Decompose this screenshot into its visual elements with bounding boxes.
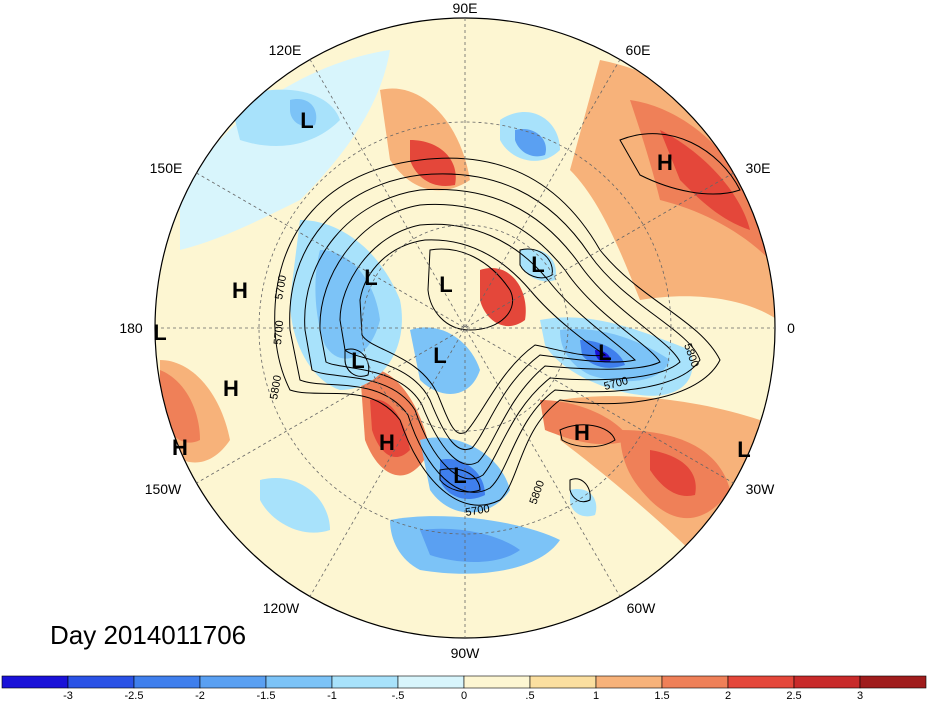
lon-label: 0 — [787, 320, 795, 336]
colorbar-swatch — [595, 675, 663, 689]
low-pressure-label: L — [433, 343, 446, 368]
colorbar-swatch — [859, 675, 927, 689]
colorbar-swatch — [529, 675, 597, 689]
colorbar-swatch — [67, 675, 135, 689]
low-pressure-label: L — [439, 272, 452, 297]
colorbar-tick-label: -2 — [195, 690, 205, 702]
high-pressure-label: H — [657, 150, 673, 175]
colorbar-ticks: -3 -2.5 -2 -1.5 -1 -.5 0 .5 1 1.5 2 2.5 3 — [63, 690, 863, 702]
lon-label: 30E — [746, 160, 771, 176]
low-pressure-label: L — [598, 340, 611, 365]
lon-label: 90W — [451, 645, 481, 661]
lon-label: 60E — [626, 42, 651, 58]
colorbar-swatch — [397, 675, 465, 689]
low-pressure-label: L — [300, 108, 313, 133]
high-pressure-label: H — [232, 278, 248, 303]
low-pressure-label: L — [364, 265, 377, 290]
colorbar-swatch — [331, 675, 399, 689]
lon-label: 120W — [263, 600, 300, 616]
colorbar-tick-label: -1 — [327, 690, 337, 702]
contour-label: 5700 — [273, 274, 289, 300]
colorbar-tick-label: 0 — [461, 690, 467, 702]
colorbar-swatch — [199, 675, 267, 689]
polar-stereographic-map: 90E 60E 30E 0 30W 60W 90W 120W 150W 180 … — [119, 0, 795, 661]
contour-label: 5700 — [464, 503, 490, 519]
low-pressure-label: L — [453, 463, 466, 488]
contour-label: 5700 — [272, 320, 286, 345]
low-pressure-label: L — [351, 348, 364, 373]
anomaly-field — [155, 18, 775, 638]
high-pressure-label: H — [172, 435, 188, 460]
height-contours — [274, 133, 741, 506]
colorbar-tick-label: -1.5 — [257, 690, 276, 702]
colorbar-tick-label: .5 — [525, 690, 534, 702]
colorbar-tick-label: 3 — [857, 690, 863, 702]
colorbar-tick-label: -3 — [63, 690, 73, 702]
colorbar-tick-label: 1 — [593, 690, 599, 702]
colorbar-tick-label: 1.5 — [654, 690, 669, 702]
colorbar-swatches — [1, 675, 927, 689]
lon-label: 90E — [453, 0, 478, 16]
colorbar-tick-label: 2.5 — [786, 690, 801, 702]
colorbar-swatch — [133, 675, 201, 689]
high-pressure-label: H — [223, 376, 239, 401]
low-pressure-label: L — [153, 320, 166, 345]
lon-label: 150E — [150, 160, 183, 176]
colorbar-swatch — [463, 675, 531, 689]
pressure-systems: L H L L L L L L H H H L H H L L — [153, 108, 750, 488]
graticule — [155, 18, 775, 638]
colorbar-tick-label: 2 — [725, 690, 731, 702]
high-pressure-label: H — [379, 430, 395, 455]
contour-label: 5800 — [268, 374, 284, 400]
colorbar-tick-label: -.5 — [392, 690, 405, 702]
colorbar-swatch — [661, 675, 729, 689]
longitude-labels: 90E 60E 30E 0 30W 60W 90W 120W 150W 180 … — [119, 0, 795, 661]
colorbar-swatch — [793, 675, 861, 689]
lon-label: 120E — [269, 42, 302, 58]
colorbar: -3 -2.5 -2 -1.5 -1 -.5 0 .5 1 1.5 2 2.5 3 — [1, 675, 927, 702]
colorbar-swatch — [727, 675, 795, 689]
date-title: Day 2014011706 — [50, 620, 247, 650]
colorbar-swatch — [1, 675, 69, 689]
lon-label: 180 — [119, 320, 143, 336]
colorbar-swatch — [265, 675, 333, 689]
low-pressure-label: L — [531, 252, 544, 277]
high-pressure-label: H — [574, 420, 590, 445]
colorbar-tick-label: -2.5 — [125, 690, 144, 702]
lon-label: 30W — [746, 481, 776, 497]
low-pressure-label: L — [737, 437, 750, 462]
lon-label: 150W — [145, 481, 182, 497]
lon-label: 60W — [627, 600, 657, 616]
